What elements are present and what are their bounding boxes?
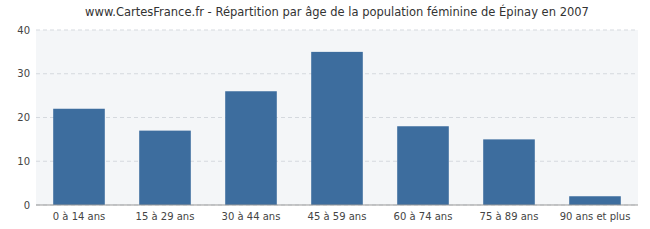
x-tick-label: 0 à 14 ans <box>53 211 105 222</box>
x-tick-label: 15 à 29 ans <box>136 211 195 222</box>
grid <box>36 30 638 205</box>
bar <box>569 196 621 205</box>
bar <box>483 139 535 205</box>
x-axis-line <box>36 205 638 206</box>
x-tick-label: 60 à 74 ans <box>394 211 453 222</box>
plot-background <box>36 30 638 205</box>
bar <box>225 91 277 205</box>
x-tick-label: 90 ans et plus <box>560 211 631 222</box>
x-tick-label: 75 à 89 ans <box>480 211 539 222</box>
x-tick-label: 30 à 44 ans <box>222 211 281 222</box>
y-tick-label: 40 <box>17 25 30 36</box>
bar <box>139 131 191 205</box>
bar <box>53 109 105 205</box>
chart-svg: www.CartesFrance.fr - Répartition par âg… <box>0 0 650 229</box>
title: www.CartesFrance.fr - Répartition par âg… <box>85 4 589 19</box>
y-tick-label: 0 <box>24 200 30 211</box>
grid-line <box>36 30 638 31</box>
x-tick-label: 45 à 59 ans <box>308 211 367 222</box>
y-tick-label: 10 <box>17 156 30 167</box>
bar <box>397 126 449 205</box>
bars <box>53 52 621 205</box>
chart-container: www.CartesFrance.fr - Répartition par âg… <box>0 0 650 229</box>
y-tick-label: 30 <box>17 68 30 79</box>
grid-line <box>36 205 638 206</box>
bar <box>311 52 363 205</box>
y-tick-label: 20 <box>17 112 30 123</box>
